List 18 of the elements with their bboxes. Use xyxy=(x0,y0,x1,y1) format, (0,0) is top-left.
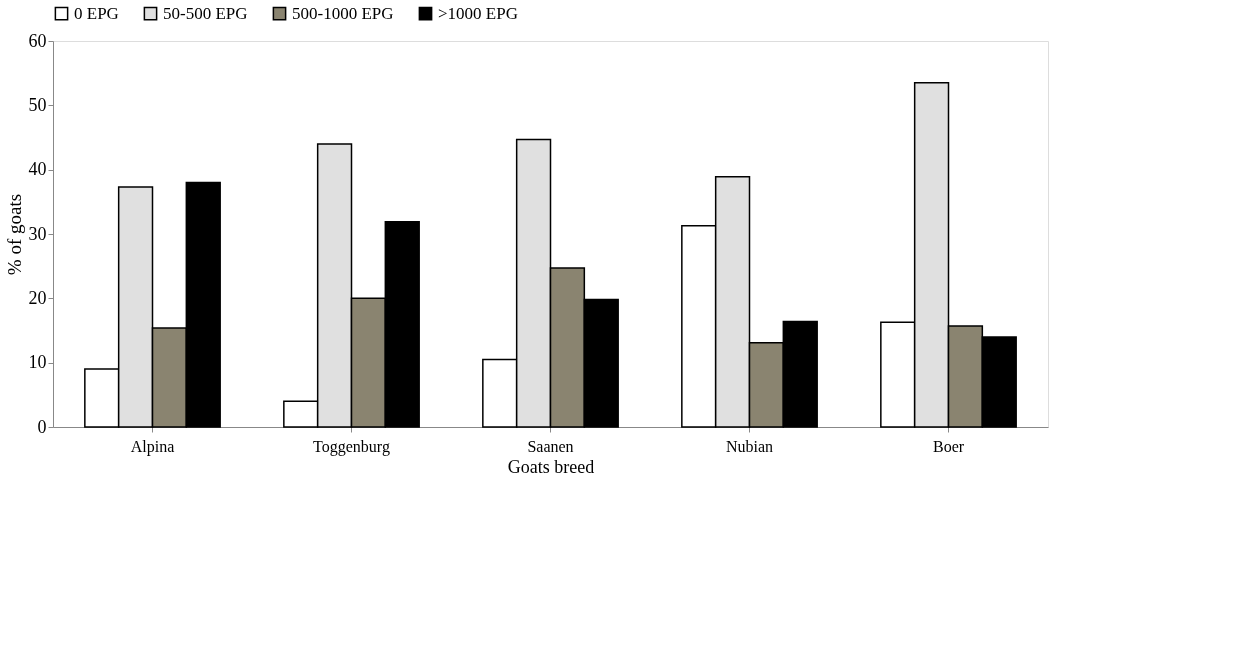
y-tick-label: 60 xyxy=(28,30,47,51)
y-tick-label: 30 xyxy=(28,223,47,244)
y-tick-label: 50 xyxy=(28,94,47,115)
y-tick-label: 10 xyxy=(28,352,47,373)
x-tick-label: Saanen xyxy=(527,437,574,455)
legend-label: >1000 EPG xyxy=(438,3,518,23)
y-tick-label: 40 xyxy=(28,159,47,180)
x-tick-label: Alpina xyxy=(130,437,175,456)
y-tick-label: 20 xyxy=(28,287,47,308)
y-axis-title: % of goats xyxy=(3,193,25,276)
legend-label: 500-1000 EPG xyxy=(292,3,394,23)
y-tick-label: 0 xyxy=(37,416,47,437)
x-tick-label: Nubian xyxy=(725,437,774,455)
legend-label: 50-500 EPG xyxy=(163,3,248,23)
x-tick-label: Boer xyxy=(932,437,965,455)
legend-label: 0 EPG xyxy=(74,3,119,23)
x-axis-title: Goats breed xyxy=(507,456,595,477)
x-tick-label: Toggenburg xyxy=(313,437,390,456)
